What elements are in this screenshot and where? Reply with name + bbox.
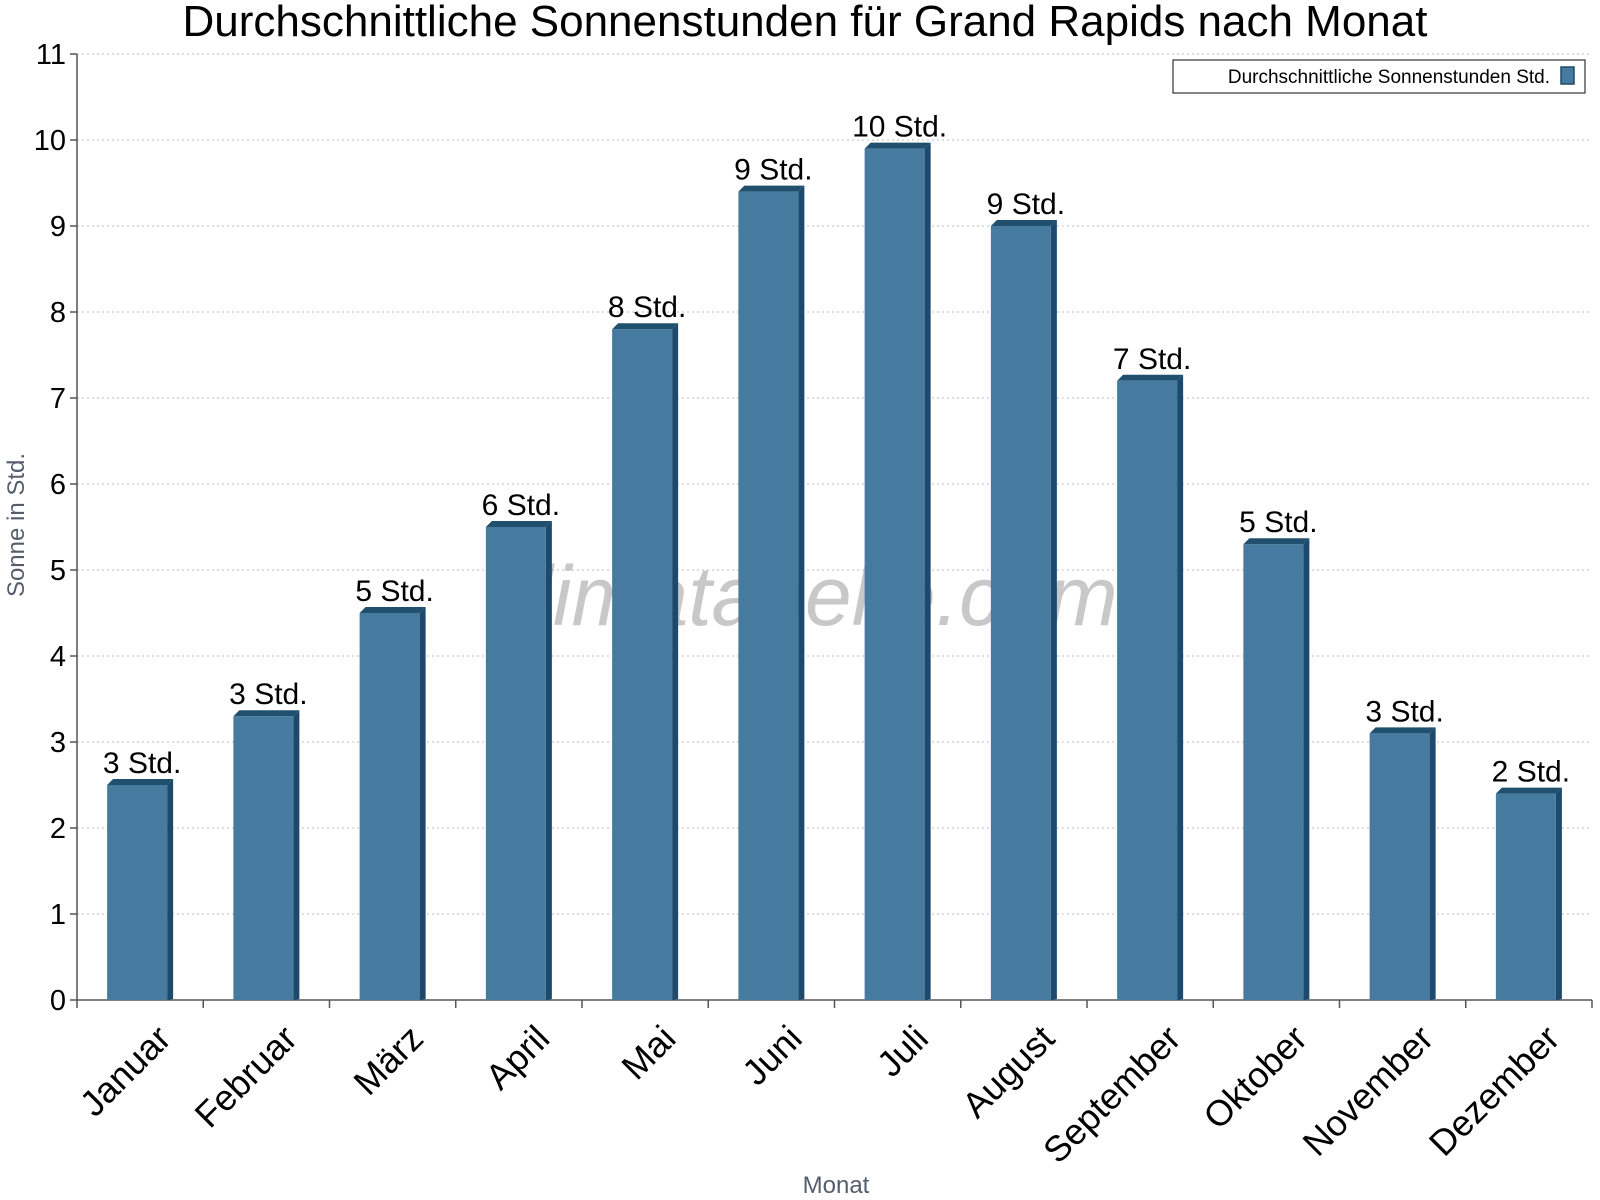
bar bbox=[612, 323, 679, 1000]
data-label: 3 Std. bbox=[229, 678, 307, 711]
bar-top bbox=[485, 521, 552, 527]
y-tick-label: 9 bbox=[50, 211, 66, 243]
data-label: 7 Std. bbox=[1113, 343, 1191, 376]
x-tick-label: August bbox=[954, 1017, 1062, 1125]
bar-front bbox=[1369, 733, 1430, 1000]
bar-front bbox=[485, 527, 546, 1000]
x-tick-label: Februar bbox=[187, 1017, 305, 1135]
bar bbox=[1369, 727, 1436, 1000]
data-label: 9 Std. bbox=[734, 154, 812, 187]
bar bbox=[485, 521, 552, 1000]
y-tick-label: 6 bbox=[50, 469, 66, 501]
y-tick-label: 4 bbox=[50, 641, 66, 673]
y-tick-label: 11 bbox=[36, 39, 66, 71]
bar-front bbox=[1243, 544, 1304, 1000]
bar-side bbox=[1303, 538, 1310, 1000]
bar-side bbox=[798, 185, 805, 1001]
bar-side bbox=[1177, 374, 1184, 1000]
data-label: 3 Std. bbox=[1365, 695, 1443, 728]
bar-side bbox=[545, 521, 552, 1000]
gridlines bbox=[77, 53, 1592, 915]
y-axis-title: Sonne in Std. bbox=[3, 453, 30, 597]
data-label: 6 Std. bbox=[482, 489, 560, 522]
bar-side bbox=[419, 607, 426, 1000]
data-label: 8 Std. bbox=[608, 291, 686, 324]
bar bbox=[359, 607, 426, 1000]
y-axis: 0 1 2 3 4 5 6 7 8 9 10 11 bbox=[34, 39, 78, 1017]
bar-side bbox=[672, 323, 679, 1000]
x-tick-label: Mai bbox=[613, 1017, 683, 1087]
bar-top bbox=[359, 607, 426, 613]
legend-label: Durchschnittliche Sonnenstunden Std. bbox=[1228, 67, 1550, 88]
bar-side bbox=[924, 142, 931, 1001]
x-tick-label: November bbox=[1295, 1017, 1441, 1163]
x-tick-label: Juli bbox=[869, 1017, 936, 1084]
bar-top bbox=[1495, 787, 1562, 794]
bar-side bbox=[1429, 727, 1436, 1000]
x-tick-label: März bbox=[345, 1017, 431, 1103]
x-tick-label: Oktober bbox=[1195, 1017, 1315, 1137]
bar bbox=[1495, 787, 1562, 1000]
bar-top bbox=[864, 142, 931, 149]
y-tick-label: 8 bbox=[50, 297, 66, 329]
bar-front bbox=[1117, 380, 1178, 1000]
data-label: 10 Std. bbox=[852, 111, 947, 144]
y-tick-label: 5 bbox=[50, 555, 66, 587]
y-tick-label: 7 bbox=[50, 383, 66, 415]
bar-side bbox=[167, 779, 174, 1000]
y-tick-label: 1 bbox=[50, 899, 66, 931]
x-tick-label: Dezember bbox=[1421, 1017, 1567, 1163]
data-label: 5 Std. bbox=[355, 575, 433, 608]
y-tick-label: 3 bbox=[50, 727, 66, 759]
x-tick-label: Juni bbox=[734, 1017, 810, 1093]
bar-side bbox=[1050, 220, 1057, 1000]
x-tick-label: Januar bbox=[72, 1017, 179, 1124]
bar bbox=[233, 710, 300, 1000]
bar-top bbox=[1369, 727, 1436, 734]
bar-top bbox=[990, 220, 1057, 226]
bar-top bbox=[233, 710, 300, 717]
bar-front bbox=[107, 785, 168, 1000]
data-labels: 3 Std. 3 Std. 5 Std. 6 Std. 8 Std. 9 Std. 10 S… bbox=[103, 111, 1570, 789]
bar-top bbox=[1117, 374, 1184, 381]
y-tick-label: 0 bbox=[50, 985, 66, 1017]
bar-front bbox=[864, 148, 925, 1001]
legend-box bbox=[1172, 59, 1586, 94]
x-axis: Januar Februar März April Mai Juni Juli AugustS… bbox=[72, 999, 1593, 1171]
bar-top bbox=[738, 185, 805, 192]
legend: Durchschnittliche Sonnenstunden Std. bbox=[1172, 59, 1586, 94]
data-label: 9 Std. bbox=[987, 188, 1065, 221]
data-label: 2 Std. bbox=[1492, 756, 1570, 789]
data-label: 5 Std. bbox=[1239, 506, 1317, 539]
y-tick-label: 10 bbox=[34, 125, 66, 157]
bar-top bbox=[1243, 538, 1310, 545]
bar bbox=[1117, 374, 1184, 1000]
bar-front bbox=[359, 613, 420, 1000]
legend-swatch bbox=[1560, 66, 1575, 85]
bar-top bbox=[107, 779, 174, 785]
bar-top bbox=[612, 323, 679, 330]
data-label: 3 Std. bbox=[103, 747, 181, 780]
y-tick-label: 2 bbox=[50, 813, 66, 845]
bar bbox=[738, 185, 805, 1001]
x-tick-label: April bbox=[477, 1017, 557, 1097]
bar bbox=[107, 779, 174, 1000]
bar bbox=[990, 220, 1057, 1000]
bar-front bbox=[738, 191, 799, 1001]
bars bbox=[107, 142, 1562, 1001]
bar-front bbox=[990, 226, 1051, 1000]
bar-side bbox=[293, 710, 300, 1000]
x-axis-title: Monat bbox=[803, 1172, 870, 1199]
bar-front bbox=[1495, 793, 1556, 1000]
chart-title: Durchschnittliche Sonnenstunden für Gran… bbox=[183, 0, 1428, 46]
bar bbox=[1243, 538, 1310, 1000]
bar bbox=[864, 142, 931, 1001]
x-tick-label: September bbox=[1035, 1017, 1189, 1171]
bar-side bbox=[1555, 787, 1562, 1000]
bar-front bbox=[233, 716, 294, 1000]
bar-front bbox=[612, 329, 673, 1000]
